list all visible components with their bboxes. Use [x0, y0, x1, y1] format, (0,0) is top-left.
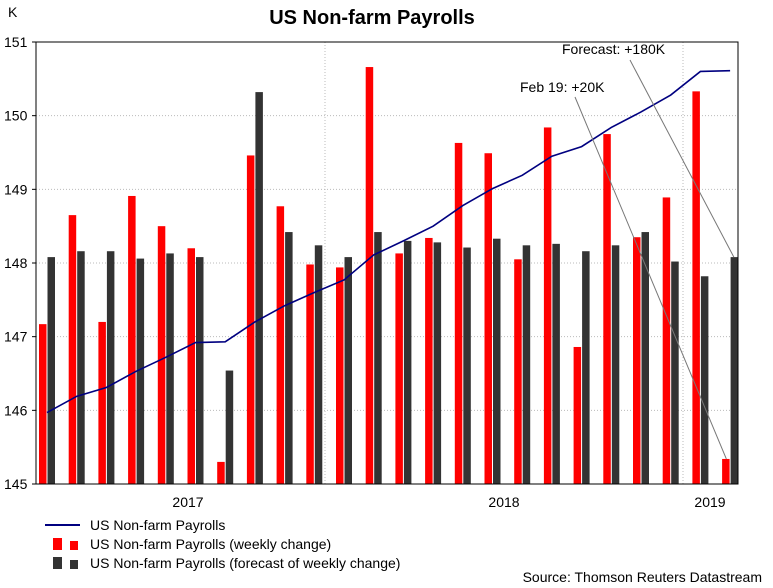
bar-weekly-change: [514, 259, 522, 484]
bar-weekly-change: [365, 67, 374, 485]
x-tick-label: 2017: [172, 494, 203, 510]
bar-weekly-change: [484, 153, 492, 484]
legend: US Non-farm Payrolls US Non-farm Payroll…: [45, 517, 400, 571]
y-tick-label: 148: [4, 255, 28, 271]
bar-weekly-change: [246, 155, 255, 485]
bar-weekly-change: [276, 206, 285, 484]
bar-forecast-change: [433, 242, 442, 484]
bar-weekly-change: [157, 226, 166, 484]
legend-red-swatch-2: [70, 541, 78, 550]
annotation-leader-line: [574, 96, 727, 460]
y-axis-unit-label: K: [8, 4, 18, 20]
legend-red-swatch-1: [53, 538, 62, 550]
bar-weekly-change: [454, 142, 463, 484]
y-tick-label: 151: [4, 34, 28, 50]
x-tick-label: 2019: [694, 494, 725, 510]
bar-forecast-change: [136, 258, 145, 484]
y-tick-label: 146: [4, 402, 28, 418]
bar-forecast-change: [730, 257, 739, 484]
bar-forecast-change: [463, 247, 471, 484]
bar-forecast-change: [522, 245, 531, 484]
y-tick-label: 149: [4, 181, 28, 197]
bar-forecast-change: [314, 245, 323, 484]
bar-weekly-change: [692, 91, 700, 485]
chart-title: US Non-farm Payrolls: [269, 7, 475, 29]
annotation-leader-line: [629, 59, 735, 258]
bar-forecast-change: [700, 276, 709, 484]
bar-weekly-change: [722, 458, 730, 484]
bar-forecast-change: [552, 243, 560, 484]
bar-weekly-change: [187, 248, 195, 484]
annotations: Forecast: +180K Feb 19: +20K: [520, 41, 735, 460]
bar-forecast-change: [47, 257, 55, 484]
legend-label-forecast: US Non-farm Payrolls (forecast of weekly…: [90, 555, 400, 571]
bar-forecast-change: [641, 232, 649, 484]
payrolls-line: [46, 69, 731, 414]
grid: [36, 42, 738, 484]
bar-weekly-change: [603, 134, 611, 485]
bar-weekly-change: [395, 253, 403, 484]
bar-forecast-change: [403, 240, 412, 484]
bar-weekly-change: [217, 461, 225, 484]
y-tick-label: 150: [4, 108, 28, 124]
x-axis: 2017 2018 2019: [172, 494, 725, 510]
bar-forecast-change: [225, 370, 234, 484]
bars: [39, 67, 739, 485]
bar-weekly-change: [68, 215, 77, 484]
y-tick-label: 145: [4, 476, 28, 492]
legend-label-line: US Non-farm Payrolls: [90, 517, 225, 533]
y-axis: 145 146 147 148 149 150 151: [4, 34, 36, 492]
legend-dark-swatch-2: [70, 560, 78, 569]
bar-forecast-change: [671, 261, 679, 484]
bar-forecast-change: [106, 251, 115, 484]
legend-label-weekly: US Non-farm Payrolls (weekly change): [90, 536, 331, 552]
bar-weekly-change: [98, 321, 106, 484]
bar-forecast-change: [582, 251, 590, 484]
bar-forecast-change: [196, 257, 204, 484]
bar-forecast-change: [374, 232, 382, 484]
bar-weekly-change: [633, 237, 641, 484]
bar-forecast-change: [77, 251, 85, 484]
bar-weekly-change: [39, 324, 47, 484]
bar-forecast-change: [166, 253, 174, 484]
bar-weekly-change: [662, 197, 671, 485]
bar-weekly-change: [336, 267, 344, 484]
x-tick-label: 2018: [488, 494, 519, 510]
bar-forecast-change: [344, 257, 352, 484]
bar-weekly-change: [128, 195, 136, 485]
annotation-label: Feb 19: +20K: [520, 79, 605, 95]
bar-weekly-change: [306, 264, 314, 484]
bar-forecast-change: [285, 232, 293, 484]
bar-weekly-change: [573, 346, 582, 484]
bar-forecast-change: [611, 245, 620, 484]
payrolls-line-path: [46, 69, 731, 414]
bar-weekly-change: [543, 127, 552, 484]
annotation-label: Forecast: +180K: [562, 41, 666, 57]
bar-weekly-change: [425, 237, 433, 484]
bar-forecast-change: [493, 238, 501, 484]
legend-dark-swatch-1: [53, 557, 62, 569]
source-note: Source: Thomson Reuters Datastream: [523, 569, 762, 585]
y-tick-label: 147: [4, 329, 28, 345]
bar-forecast-change: [255, 92, 263, 485]
